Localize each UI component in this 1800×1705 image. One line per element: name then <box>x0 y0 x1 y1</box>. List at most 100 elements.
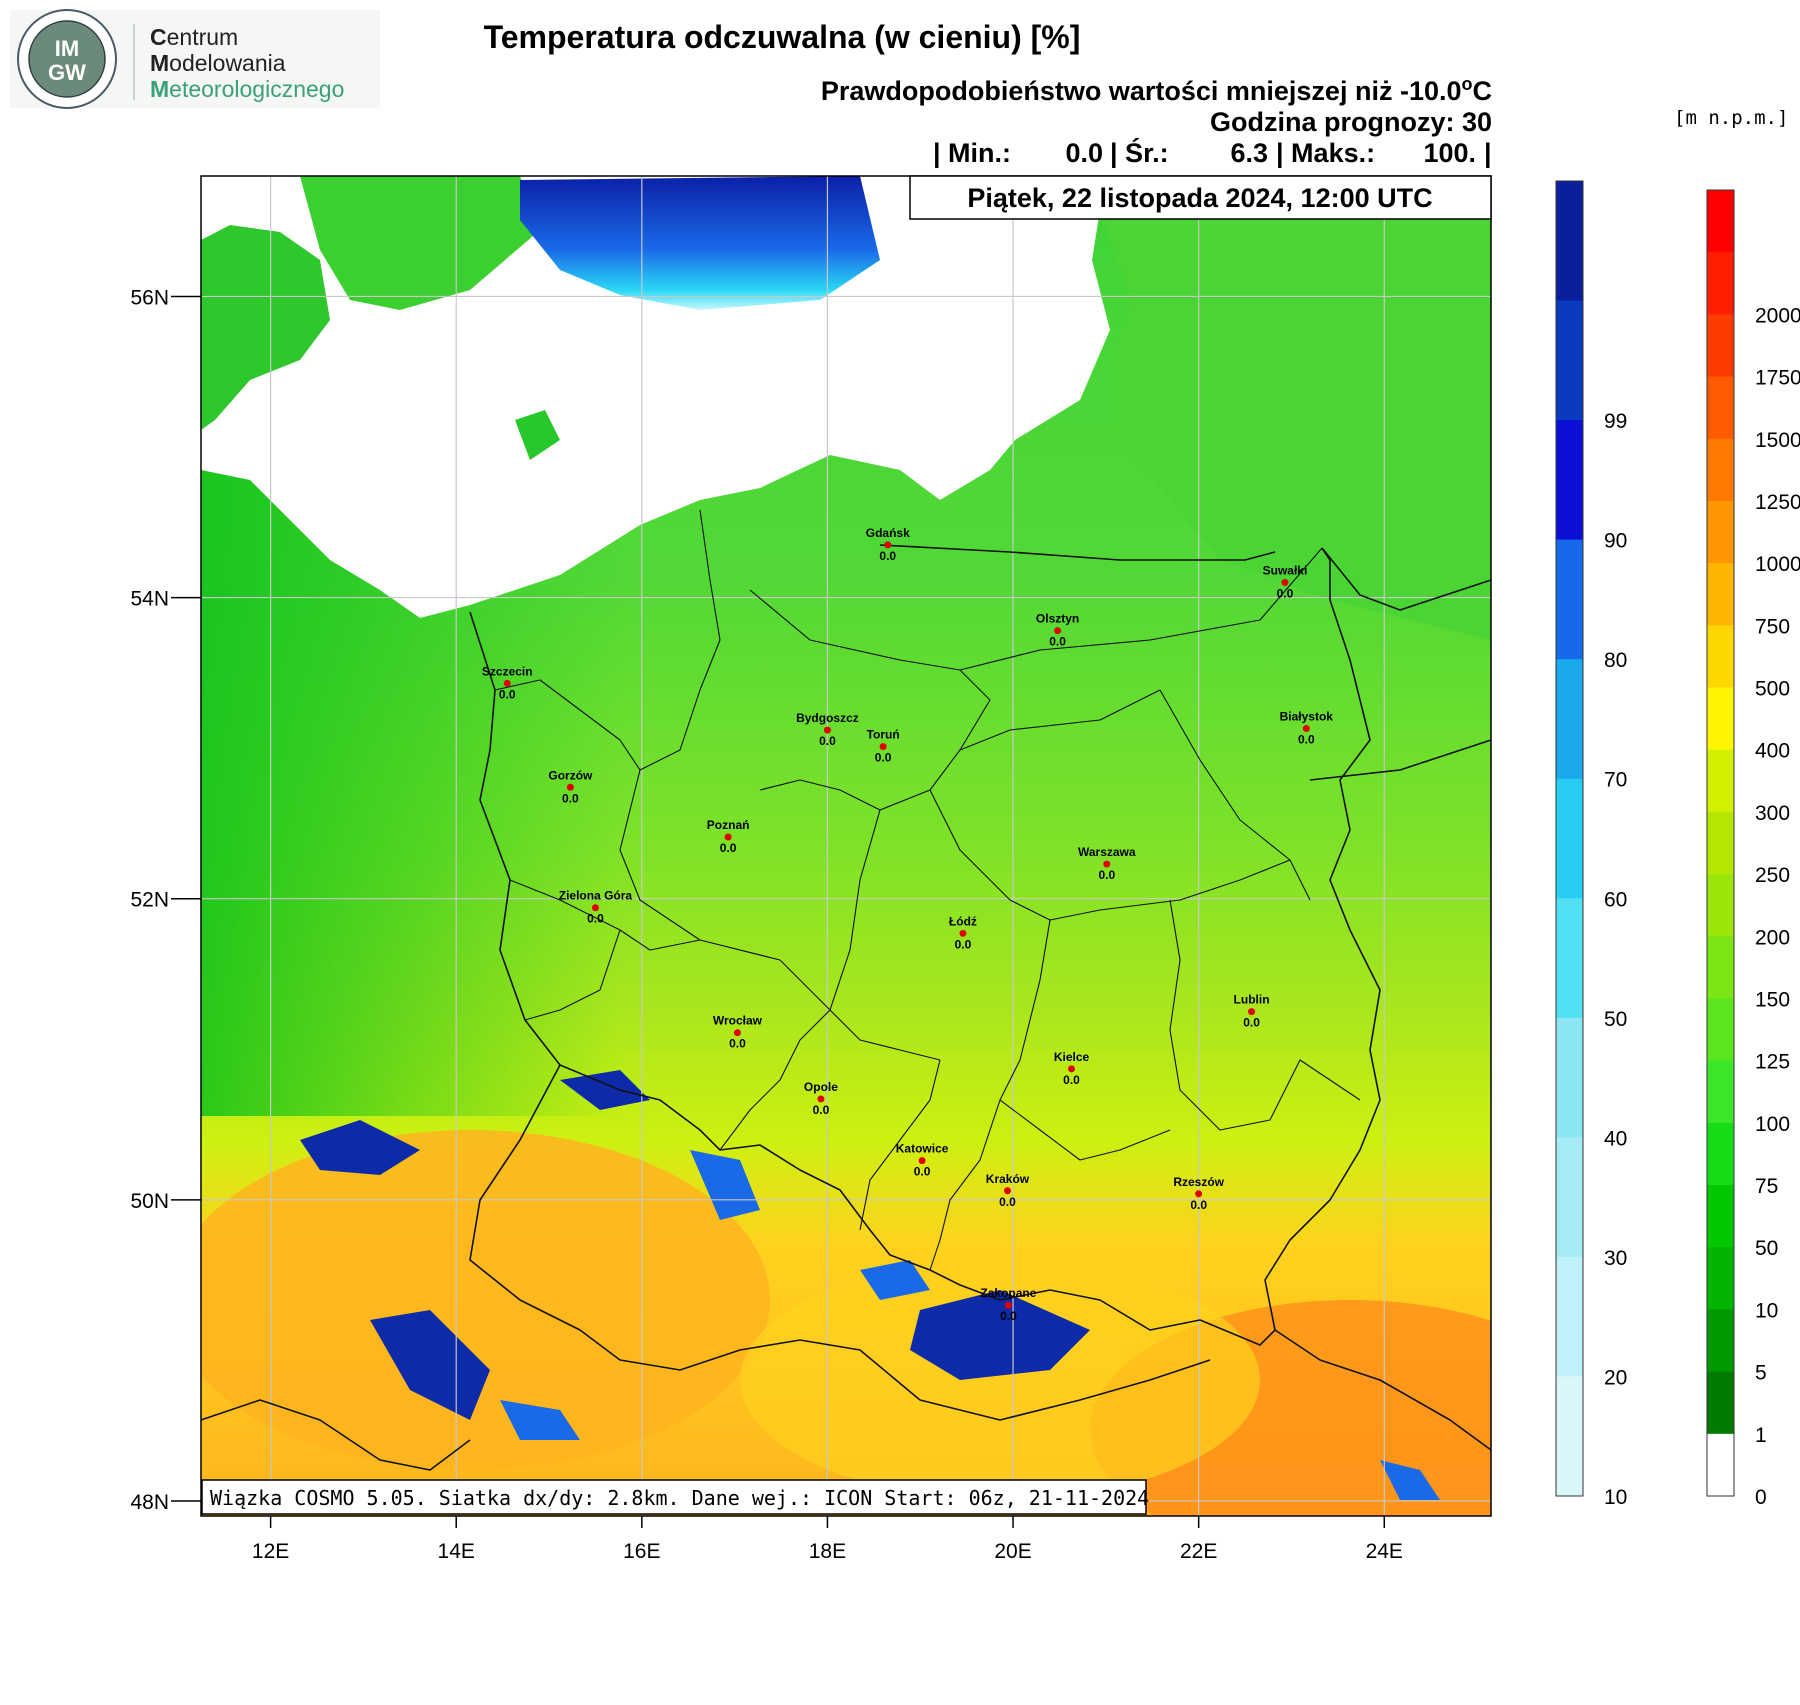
probability-color-step <box>1556 420 1583 541</box>
map-frame <box>200 175 1492 1517</box>
city-name: Szczecin <box>482 664 533 678</box>
stats-min-value: 0.0 <box>1065 138 1103 168</box>
voiv-border-14 <box>524 929 621 1021</box>
voiv-border-15 <box>494 679 641 771</box>
city-zielona-g-ra: Zielona Góra 0.0 <box>559 889 633 926</box>
city-toru-: Toruń 0.0 <box>867 728 900 765</box>
elevation-color-step <box>1707 563 1734 626</box>
probability-color-step <box>1556 1376 1583 1497</box>
prob-patch-tatra <box>910 1290 1090 1380</box>
germany-austria-border <box>201 1399 471 1471</box>
stats-max-value: 100. <box>1423 138 1476 168</box>
city-dot <box>959 929 967 937</box>
logo-line-2: Modelowania <box>150 50 286 76</box>
city-value: 0.0 <box>875 751 892 765</box>
elevation-color-step <box>1707 749 1734 813</box>
city-dot <box>566 783 574 791</box>
city-dot <box>817 1095 825 1103</box>
stats-min-label: | Min.: <box>933 138 1011 168</box>
city-name: Zielona Góra <box>559 889 633 903</box>
city-dot <box>918 1157 926 1165</box>
prob-patch-karkonosze <box>560 1070 650 1110</box>
city-gda-sk: Gdańsk 0.0 <box>866 526 910 563</box>
lat-tick-label: 50N <box>130 1190 169 1213</box>
city-value: 0.0 <box>1049 635 1066 649</box>
city-dot <box>1003 1187 1011 1195</box>
city-name: Kraków <box>986 1172 1030 1186</box>
stats-max-label: | Maks.: <box>1276 138 1375 168</box>
elevation-tick-label: 500 <box>1755 678 1790 701</box>
probability-tick-label: 90 <box>1604 530 1627 553</box>
sudetes-warm-zone <box>201 1130 770 1470</box>
city-name: Poznań <box>707 818 750 832</box>
prob-patch-bavaria <box>500 1400 580 1440</box>
prob-patch-beskidy <box>860 1260 930 1300</box>
city-zakopane: Zakopane 0.0 <box>980 1286 1036 1323</box>
city-name: Gorzów <box>548 768 593 782</box>
city-dot <box>1103 860 1111 868</box>
city-name: Toruń <box>867 728 900 742</box>
city-value: 0.0 <box>562 791 579 805</box>
voiv-border-3 <box>959 547 1323 671</box>
lon-tick-label: 22E <box>1180 1540 1217 1563</box>
stats-avg-label: | Śr.: <box>1110 137 1169 168</box>
probability-color-step <box>1556 1017 1583 1138</box>
baltic-states-land <box>1100 200 1491 640</box>
probability-tick-label: 20 <box>1604 1366 1627 1389</box>
city-krak-w: Kraków 0.0 <box>986 1172 1030 1209</box>
elevation-color-step <box>1707 625 1734 689</box>
elevation-tick-label: 5 <box>1755 1362 1767 1385</box>
valid-time: Piątek, 22 listopada 2024, 12:00 UTC <box>967 183 1432 213</box>
probability-color-step <box>1556 898 1583 1019</box>
stats-line: | Min.: 0.0 | Śr.: 6.3 | Maks.: 100. | <box>933 137 1492 168</box>
elevation-tick-label: 1000 <box>1755 553 1800 576</box>
prob-patch-sumava <box>370 1310 490 1420</box>
city-value: 0.0 <box>813 1103 830 1117</box>
city-name: Bydgoszcz <box>796 711 859 725</box>
map-axes: 12E 14E 16E 18E 20E 22E 24E 56N 54N 52N 50N 48N <box>130 286 1402 1563</box>
lon-tick-label: 20E <box>994 1540 1031 1563</box>
probability-color-step <box>1556 181 1583 302</box>
logo-line-1: Centrum <box>150 24 238 50</box>
city-dot <box>823 726 831 734</box>
elevation-color-step <box>1707 874 1734 937</box>
voiv-border-9 <box>929 1099 1001 1271</box>
voiv-border-8 <box>1169 899 1361 1131</box>
lithuania-border <box>1321 547 1491 611</box>
city-kielce: Kielce 0.0 <box>1054 1050 1090 1087</box>
city-markers: Gdańsk 0.0 Suwałki 0.0 Olsztyn 0.0 Szczecin 0.0… <box>482 526 1333 1323</box>
voiv-border-11 <box>719 1009 831 1151</box>
city-name: Wrocław <box>713 1014 763 1028</box>
elevation-color-step <box>1707 1371 1734 1435</box>
city--d-: Łódź 0.0 <box>949 914 977 951</box>
stats-end: | <box>1484 138 1492 168</box>
elevation-tick-label: 200 <box>1755 926 1790 949</box>
voiv-border-7 <box>999 919 1171 1161</box>
city-dot <box>879 743 887 751</box>
elevation-tick-label: 300 <box>1755 802 1790 825</box>
city-pozna-: Poznań 0.0 <box>707 818 750 855</box>
elevation-color-step <box>1707 811 1734 875</box>
elevation-color-step <box>1707 500 1734 564</box>
city-name: Katowice <box>896 1142 949 1156</box>
elevation-tick-label: 250 <box>1755 864 1790 887</box>
city-wroc-aw: Wrocław 0.0 <box>713 1014 763 1051</box>
city-katowice: Katowice 0.0 <box>896 1142 949 1179</box>
city-dot <box>724 833 732 841</box>
prob-patch-erzgebirge <box>300 1120 420 1175</box>
city-gorz-w: Gorzów 0.0 <box>548 768 593 805</box>
imgw-logo: IM GW Centrum Modelowania Meteorologiczn… <box>10 9 380 109</box>
probability-color-step <box>1556 778 1583 899</box>
elevation-color-step <box>1707 936 1734 999</box>
bornholm-island <box>515 410 560 460</box>
voiv-border-12 <box>619 769 831 1011</box>
forecast-hour: Godzina prognozy: 30 <box>1210 107 1492 137</box>
stats-avg-value: 6.3 <box>1230 138 1268 168</box>
map-field: Gdańsk 0.0 Suwałki 0.0 Olsztyn 0.0 Szczecin 0.0… <box>201 176 1491 1516</box>
elevation-color-step <box>1707 438 1734 502</box>
elevation-unit: [m n.p.m.] <box>1674 107 1788 129</box>
lon-tick-label: 24E <box>1366 1540 1403 1563</box>
city-warszawa: Warszawa 0.0 <box>1078 845 1136 882</box>
elevation-color-step <box>1707 687 1734 751</box>
